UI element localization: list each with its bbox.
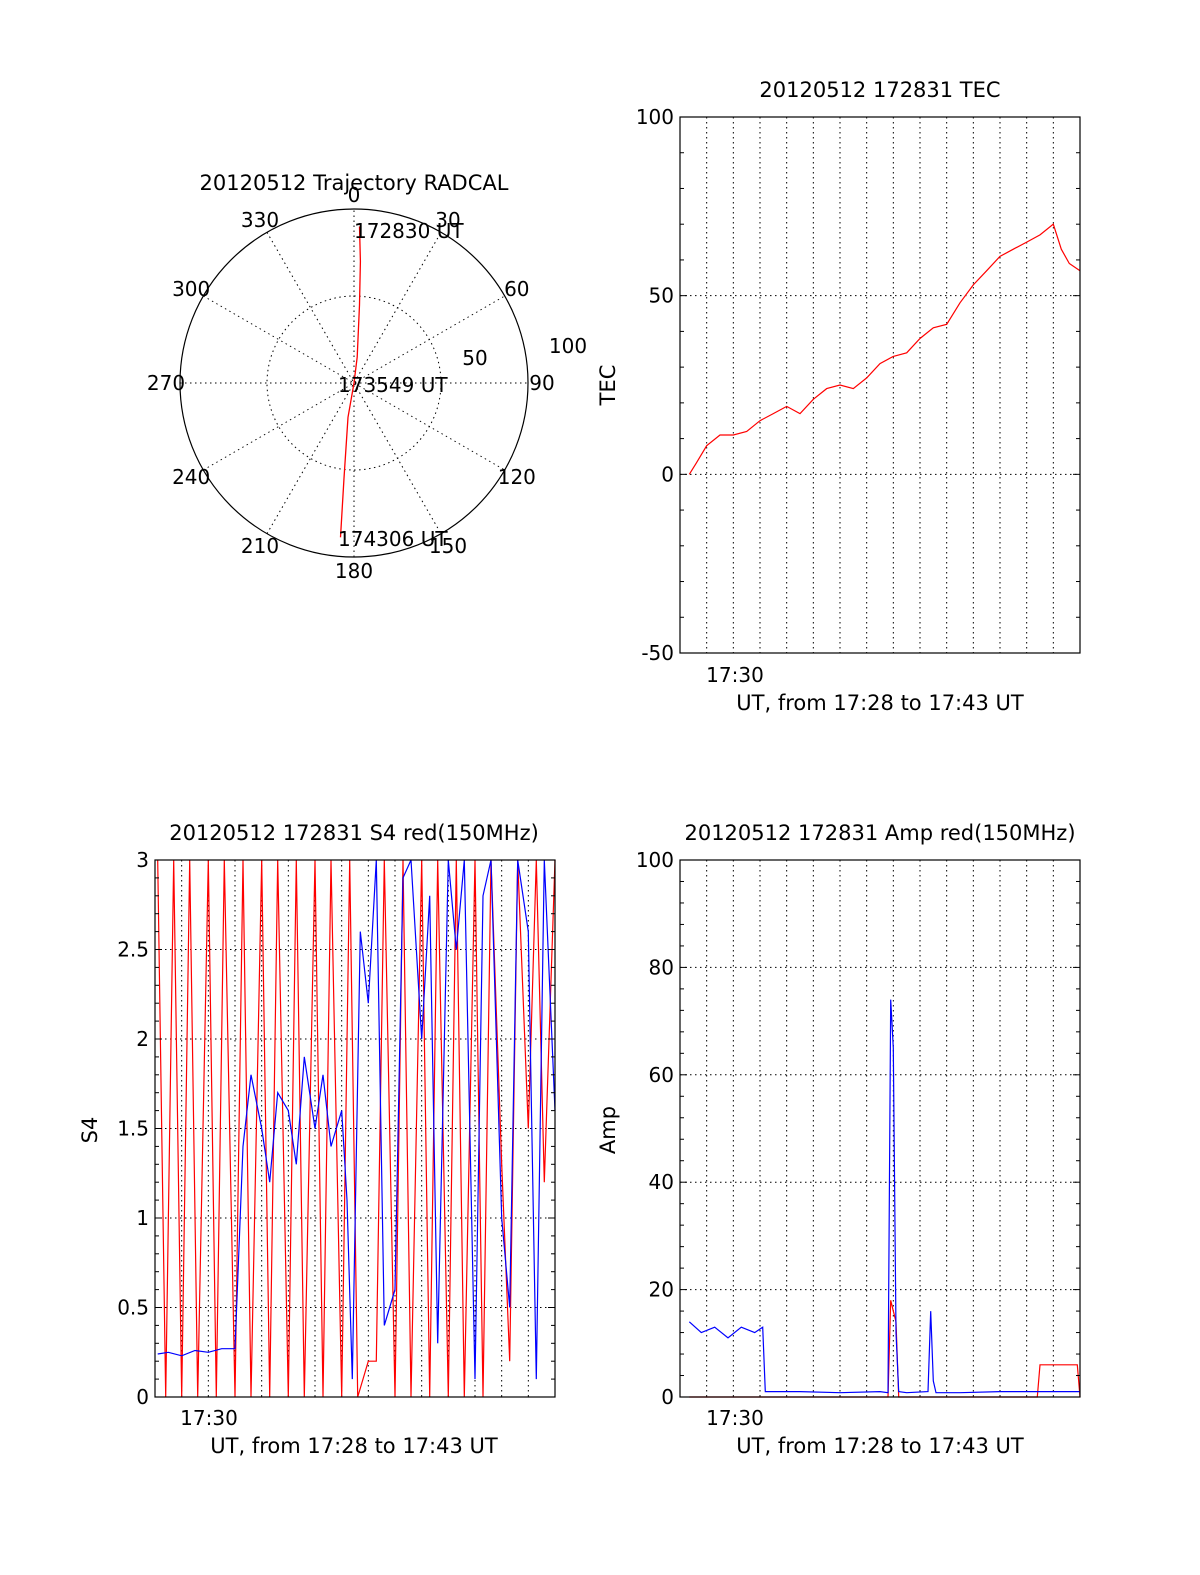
polar-angle-label-240: 240 <box>172 465 210 489</box>
polar-angle-label-0: 0 <box>348 183 361 207</box>
s4-series-0-line <box>157 859 556 1398</box>
tec-axes-frame <box>679 116 1081 654</box>
polar-spoke-120 <box>203 295 505 471</box>
polar-angle-label-330: 330 <box>241 208 279 232</box>
polar-angle-labels: 0 30 60 90 120 150 180 210 240 270 300 330 <box>147 183 555 583</box>
amp-ytick-label: 80 <box>649 955 674 979</box>
s4-ytick-label: 0 <box>136 1385 149 1409</box>
polar-angle-label-210: 210 <box>241 534 279 558</box>
amp-ytick-label: 100 <box>636 848 674 872</box>
tec-ytick-label: -50 <box>641 641 674 665</box>
polar-spoke-30 <box>266 232 442 534</box>
amp-axes-frame <box>679 859 1081 1398</box>
amp-ylabel: Amp <box>596 1106 620 1154</box>
s4-series <box>157 859 556 1398</box>
amp-ytick-label: 0 <box>661 1385 674 1409</box>
polar-angle-label-300: 300 <box>172 277 210 301</box>
polar-angle-label-270: 270 <box>147 371 185 395</box>
amp-ytick-label: 60 <box>649 1063 674 1087</box>
polar-time-label-start: 172830 UT <box>354 219 464 243</box>
s4-title: 20120512 172831 S4 red(150MHz) <box>169 821 539 845</box>
tec-ytick-label: 50 <box>649 284 674 308</box>
polar-panel: 20120512 Trajectory RADCAL 0 30 60 90 120 150… <box>147 171 587 583</box>
polar-radial-label-100: 100 <box>549 334 587 358</box>
tec-ytick-label: 0 <box>661 462 674 486</box>
amp-series-0-line <box>689 1300 1081 1398</box>
polar-time-label-mid: 173549 UT <box>338 373 448 397</box>
s4-yticks: 0 0.5 1 1.5 2 2.5 3 <box>117 848 555 1409</box>
s4-ylabel: S4 <box>78 1117 102 1144</box>
tec-series <box>688 223 1081 475</box>
tec-xlabel: UT, from 17:28 to 17:43 UT <box>736 691 1024 715</box>
s4-ytick-label: 1 <box>136 1206 149 1230</box>
amp-ytick-label: 20 <box>649 1278 674 1302</box>
amp-title: 20120512 172831 Amp red(150MHz) <box>684 821 1075 845</box>
polar-angle-label-150: 150 <box>429 534 467 558</box>
amp-panel: 20120512 172831 Amp red(150MHz) 0 20 40 60 8… <box>596 821 1081 1458</box>
polar-angle-label-120: 120 <box>498 465 536 489</box>
polar-angle-label-180: 180 <box>335 559 373 583</box>
s4-panel: 20120512 172831 S4 red(150MHz) 0 0.5 1 1.5 2… <box>78 821 556 1458</box>
s4-xtick-1730: 17:30 <box>180 1406 238 1430</box>
tec-series-0-line <box>688 223 1081 475</box>
polar-spokes <box>180 209 528 557</box>
amp-xtick-1730: 17:30 <box>706 1406 764 1430</box>
polar-angle-label-90: 90 <box>529 371 554 395</box>
amp-xlabel: UT, from 17:28 to 17:43 UT <box>736 1434 1024 1458</box>
polar-angle-label-30: 30 <box>435 208 460 232</box>
amp-series <box>688 999 1081 1398</box>
s4-xlabel: UT, from 17:28 to 17:43 UT <box>210 1434 498 1458</box>
polar-angle-label-60: 60 <box>504 277 529 301</box>
s4-ytick-label: 1.5 <box>117 1117 149 1141</box>
s4-ytick-label: 2.5 <box>117 938 149 962</box>
amp-grid <box>680 860 1080 1397</box>
polar-radial-label-50: 50 <box>462 346 487 370</box>
s4-ytick-label: 3 <box>136 848 149 872</box>
amp-ytick-label: 40 <box>649 1170 674 1194</box>
s4-series-1-line <box>157 859 556 1380</box>
tec-title: 20120512 172831 TEC <box>759 78 1000 102</box>
tec-ylabel: TEC <box>596 365 620 407</box>
s4-ytick-label: 2 <box>136 1027 149 1051</box>
polar-title: 20120512 Trajectory RADCAL <box>200 171 509 195</box>
amp-yticks: 0 20 40 60 80 100 <box>636 848 1080 1409</box>
polar-trajectory-line <box>339 226 362 538</box>
tec-grid <box>680 117 1080 653</box>
polar-spoke-150 <box>266 232 442 534</box>
tec-yticks: -50 0 50 100 <box>636 105 1080 665</box>
tec-ytick-label: 100 <box>636 105 674 129</box>
s4-ytick-label: 0.5 <box>117 1296 149 1320</box>
polar-spoke-60 <box>203 295 505 471</box>
amp-series-1-line <box>688 999 1080 1394</box>
tec-xtick-1730: 17:30 <box>706 663 764 687</box>
polar-time-label-end: 174306 UT <box>338 527 448 551</box>
